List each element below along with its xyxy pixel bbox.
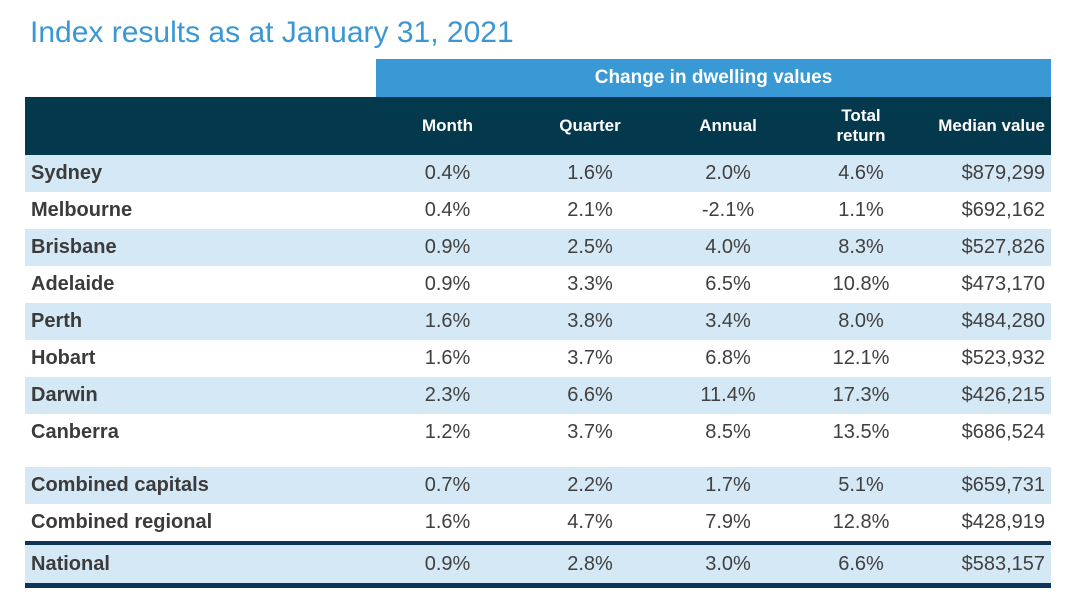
annual-value: 4.0% <box>705 236 751 258</box>
annual-value: -2.1% <box>701 199 755 221</box>
quarter-value: 3.8% <box>567 310 613 332</box>
month-value: 1.6% <box>424 310 471 332</box>
quarter-value: 3.7% <box>567 347 613 369</box>
table-row: Darwin 2.3% 6.6% 11.4% 17.3% $426,215 <box>25 377 1051 414</box>
table-row: Combined capitals 0.7% 2.2% 1.7% 5.1% $6… <box>25 467 1051 504</box>
month-value: 2.3% <box>424 384 471 406</box>
quarter-value: 2.1% <box>567 199 613 221</box>
quarter-value: 2.5% <box>567 236 613 258</box>
month-value: 0.9% <box>424 273 471 295</box>
total-return-value: 10.8% <box>832 273 890 295</box>
total-return-value: 12.1% <box>832 347 890 369</box>
total-return-value: 17.3% <box>832 384 890 406</box>
region-label: Adelaide <box>31 273 115 295</box>
region-label: Sydney <box>31 162 103 184</box>
column-header-month: Month <box>422 115 473 135</box>
total-return-value: 5.1% <box>838 474 884 496</box>
quarter-value: 3.3% <box>567 273 613 295</box>
annual-value: 6.5% <box>705 273 751 295</box>
month-value: 1.2% <box>424 421 471 443</box>
median-value: $484,280 <box>961 310 1045 332</box>
table-row: Sydney 0.4% 1.6% 2.0% 4.6% $879,299 <box>25 155 1051 192</box>
column-header-annual: Annual <box>699 115 757 135</box>
quarter-value: 2.8% <box>567 552 613 575</box>
dwelling-values-table: Change in dwelling values Month Quarter … <box>25 59 1051 588</box>
annual-value: 3.4% <box>705 310 751 332</box>
annual-value: 1.7% <box>705 474 751 496</box>
total-return-value: 8.0% <box>838 310 884 332</box>
month-value: 0.9% <box>424 236 471 258</box>
total-return-value: 13.5% <box>832 421 890 443</box>
median-value: $686,524 <box>961 421 1045 443</box>
table-row: Adelaide 0.9% 3.3% 6.5% 10.8% $473,170 <box>25 266 1051 303</box>
column-header-quarter: Quarter <box>559 115 621 135</box>
month-value: 1.6% <box>424 511 471 533</box>
month-value: 0.9% <box>424 552 471 575</box>
annual-value: 3.0% <box>705 552 751 575</box>
table-row: National 0.9% 2.8% 3.0% 6.6% $583,157 <box>25 541 1051 588</box>
quarter-value: 4.7% <box>567 511 613 533</box>
region-label: National <box>31 552 110 575</box>
page-title: Index results as at January 31, 2021 <box>30 16 514 49</box>
table-row: Hobart 1.6% 3.7% 6.8% 12.1% $523,932 <box>25 340 1051 377</box>
month-value: 0.4% <box>424 162 471 184</box>
quarter-value: 3.7% <box>567 421 613 443</box>
table-header-row: Month Quarter Annual Total return Median… <box>25 97 1051 155</box>
quarter-value: 1.6% <box>567 162 613 184</box>
column-header-median-value: Median value <box>938 115 1045 135</box>
table-row: Combined regional 1.6% 4.7% 7.9% 12.8% $… <box>25 504 1051 541</box>
table-row: Perth 1.6% 3.8% 3.4% 8.0% $484,280 <box>25 303 1051 340</box>
table-row: Melbourne 0.4% 2.1% -2.1% 1.1% $692,162 <box>25 192 1051 229</box>
total-return-value: 12.8% <box>832 511 890 533</box>
median-value: $583,157 <box>961 552 1045 575</box>
annual-value: 8.5% <box>705 421 751 443</box>
annual-value: 11.4% <box>700 384 756 406</box>
month-value: 0.4% <box>424 199 471 221</box>
annual-value: 6.8% <box>705 347 751 369</box>
region-label: Canberra <box>31 421 119 443</box>
region-label: Perth <box>31 310 83 332</box>
median-value: $426,215 <box>961 384 1045 406</box>
table-row: Canberra 1.2% 3.7% 8.5% 13.5% $686,524 <box>25 414 1051 451</box>
table-row: Brisbane 0.9% 2.5% 4.0% 8.3% $527,826 <box>25 229 1051 266</box>
month-value: 1.6% <box>424 347 471 369</box>
column-header-total-return: Total return <box>836 105 886 145</box>
total-return-value: 6.6% <box>838 552 884 575</box>
table-band-row: Change in dwelling values <box>25 59 1051 97</box>
region-label: Melbourne <box>31 199 133 221</box>
region-label: Combined regional <box>31 511 213 533</box>
region-label: Darwin <box>31 384 98 406</box>
median-value: $659,731 <box>961 474 1045 496</box>
region-label: Hobart <box>31 347 96 369</box>
total-return-value: 8.3% <box>838 236 884 258</box>
median-value: $879,299 <box>961 162 1045 184</box>
median-value: $527,826 <box>961 236 1045 258</box>
annual-value: 7.9% <box>705 511 751 533</box>
table-body: Sydney 0.4% 1.6% 2.0% 4.6% $879,299 Melb… <box>25 155 1051 588</box>
median-value: $692,162 <box>961 199 1045 221</box>
month-value: 0.7% <box>424 474 471 496</box>
annual-value: 2.0% <box>705 162 751 184</box>
table-band-header: Change in dwelling values <box>376 59 1051 97</box>
quarter-value: 6.6% <box>567 384 613 406</box>
region-label: Brisbane <box>31 236 117 258</box>
median-value: $428,919 <box>961 511 1045 533</box>
median-value: $473,170 <box>961 273 1045 295</box>
total-return-value: 1.1% <box>838 199 884 221</box>
median-value: $523,932 <box>961 347 1045 369</box>
region-label: Combined capitals <box>31 474 209 496</box>
page: Index results as at January 31, 2021 Cha… <box>0 15 1068 588</box>
quarter-value: 2.2% <box>567 474 613 496</box>
total-return-value: 4.6% <box>838 162 884 184</box>
